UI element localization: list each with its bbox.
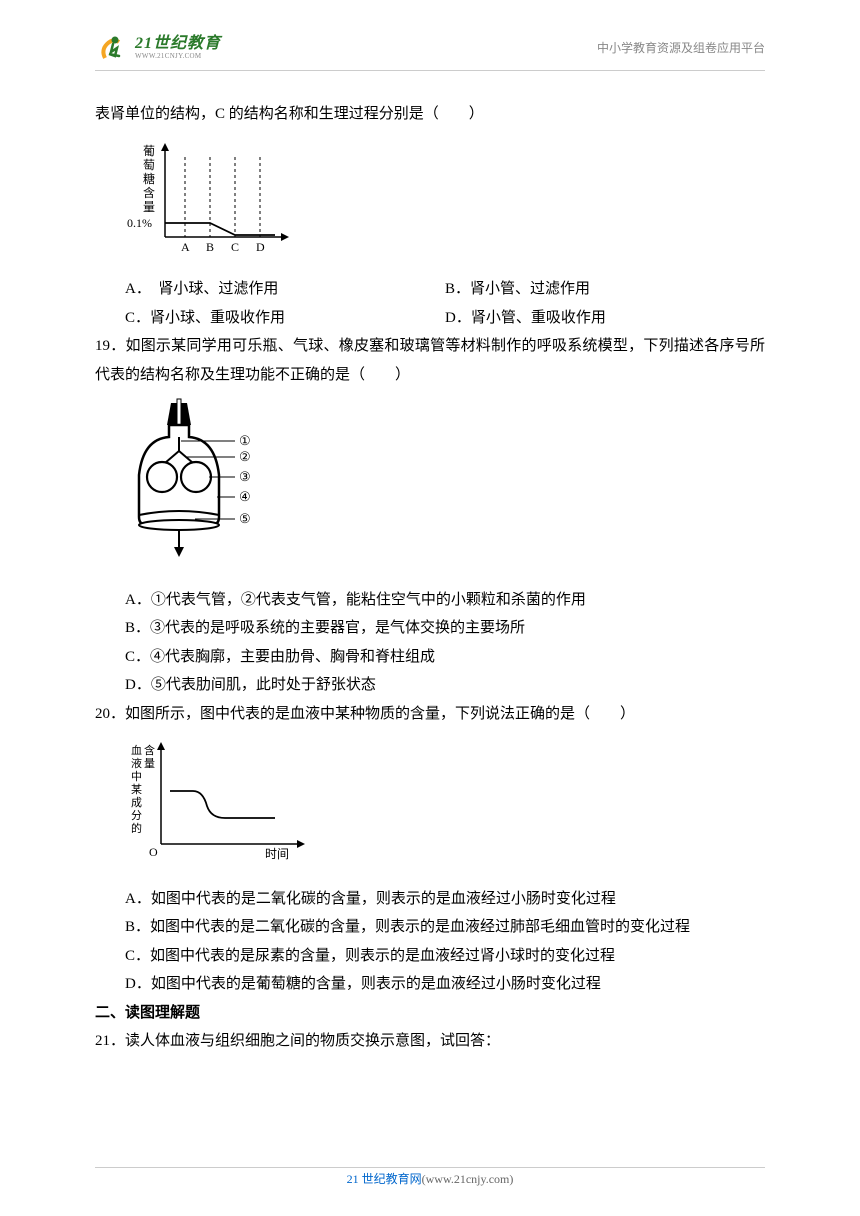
svg-text:O: O (149, 845, 158, 859)
svg-text:某: 某 (131, 783, 142, 796)
svg-text:时间: 时间 (265, 847, 289, 861)
header-right-text: 中小学教育资源及组卷应用平台 (597, 37, 765, 60)
svg-text:血: 血 (131, 743, 142, 757)
q19-option-d: D．⑤代表肋间肌，此时处于舒张状态 (125, 671, 765, 700)
footer: 21 世纪教育网(www.21cnjy.com) (0, 1168, 860, 1191)
q19-option-b: B．③代表的是呼吸系统的主要器官，是气体交换的主要场所 (125, 614, 765, 643)
logo-url-text: WWW.21CNJY.COM (135, 53, 221, 61)
svg-text:量: 量 (144, 757, 155, 770)
logo-icon (95, 30, 131, 66)
svg-text:②: ② (239, 449, 251, 464)
svg-text:D: D (256, 240, 265, 254)
q18-stem: 表肾单位的结构，C 的结构名称和生理过程分别是（ ） (95, 100, 765, 129)
svg-text:①: ① (239, 433, 251, 448)
svg-text:含: 含 (144, 743, 155, 757)
svg-text:中: 中 (131, 770, 142, 783)
q20-option-a: A．如图中代表的是二氧化碳的含量，则表示的是血液经过小肠时变化过程 (125, 885, 765, 914)
svg-text:葡: 葡 (143, 144, 155, 158)
q21-stem: 21．读人体血液与组织细胞之间的物质交换示意图，试回答： (95, 1027, 765, 1056)
q20-option-d: D．如图中代表的是葡萄糖的含量，则表示的是血液经过小肠时变化过程 (125, 970, 765, 999)
q19-diagram: ① ② ③ ④ ⑤ (125, 397, 765, 578)
svg-text:C: C (231, 240, 239, 254)
svg-text:③: ③ (239, 469, 251, 484)
svg-text:⑤: ⑤ (239, 511, 251, 526)
q18-option-a: A． 肾小球、过滤作用 (125, 275, 445, 304)
q19-stem: 19．如图示某同学用可乐瓶、气球、橡皮塞和玻璃管等材料制作的呼吸系统模型，下列描… (95, 332, 765, 389)
section2-header: 二、读图理解题 (95, 999, 765, 1028)
svg-text:含: 含 (143, 185, 155, 200)
header-divider (95, 70, 765, 71)
q18-chart: 葡 萄 糖 含 量 0.1% A B C D (125, 137, 765, 268)
svg-text:量: 量 (143, 200, 155, 214)
svg-text:的: 的 (131, 821, 142, 835)
svg-text:糖: 糖 (143, 171, 155, 186)
q18-option-c: C．肾小球、重吸收作用 (125, 304, 445, 333)
footer-url: (www.21cnjy.com) (422, 1172, 514, 1186)
q18-option-d: D．肾小管、重吸收作用 (445, 304, 765, 333)
svg-text:0.1%: 0.1% (127, 216, 152, 230)
svg-text:A: A (181, 240, 190, 254)
q18-option-b: B．肾小管、过滤作用 (445, 275, 765, 304)
q20-option-c: C．如图中代表的是尿素的含量，则表示的是血液经过肾小球时的变化过程 (125, 942, 765, 971)
logo-main-text: 21世纪教育 (135, 35, 221, 53)
q19-option-c: C．④代表胸廓，主要由肋骨、胸骨和脊柱组成 (125, 643, 765, 672)
footer-brand: 21 世纪教育网 (347, 1172, 422, 1186)
svg-text:液: 液 (131, 756, 142, 770)
logo: 21世纪教育 WWW.21CNJY.COM (95, 30, 221, 66)
svg-text:分: 分 (131, 809, 142, 822)
q19-option-a: A．①代表气管，②代表支气管，能粘住空气中的小颗粒和杀菌的作用 (125, 586, 765, 615)
q20-chart: 血 液 中 某 成 分 的 含 量 O 时间 (125, 736, 765, 877)
svg-text:④: ④ (239, 489, 251, 504)
q20-stem: 20．如图所示，图中代表的是血液中某种物质的含量，下列说法正确的是（ ） (95, 700, 765, 729)
svg-text:B: B (206, 240, 214, 254)
q20-option-b: B．如图中代表的是二氧化碳的含量，则表示的是血液经过肺部毛细血管时的变化过程 (125, 913, 765, 942)
svg-text:成: 成 (131, 796, 142, 809)
svg-text:萄: 萄 (143, 158, 155, 172)
